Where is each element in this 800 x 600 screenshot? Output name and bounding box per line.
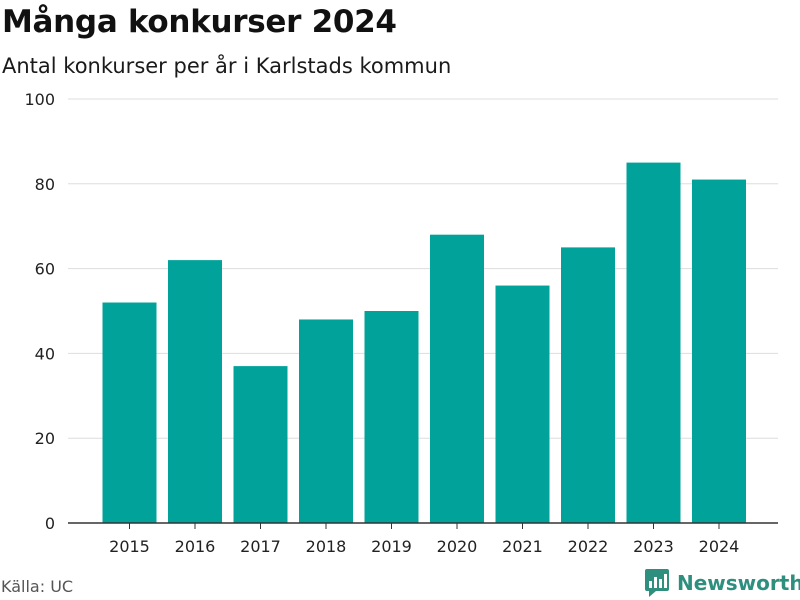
newsworthy-logo-icon bbox=[645, 569, 669, 597]
chart-subtitle: Antal konkurser per år i Karlstads kommu… bbox=[2, 54, 452, 78]
bar-2023 bbox=[626, 162, 681, 523]
bar-2018 bbox=[299, 319, 353, 523]
x-tick-label: 2021 bbox=[502, 537, 543, 556]
source-note: Källa: UC bbox=[1, 577, 74, 596]
bar-2024 bbox=[692, 179, 746, 523]
bar-2019 bbox=[364, 311, 419, 523]
x-tick-label: 2016 bbox=[175, 537, 216, 556]
x-tick-label: 2019 bbox=[371, 537, 412, 556]
x-tick-label: 2023 bbox=[633, 537, 674, 556]
y-tick-label: 0 bbox=[45, 514, 55, 533]
x-tick-label: 2015 bbox=[109, 537, 150, 556]
y-tick-label: 20 bbox=[35, 429, 55, 448]
x-tick-label: 2017 bbox=[240, 537, 281, 556]
y-tick-label: 100 bbox=[24, 90, 55, 109]
bar-2015 bbox=[102, 302, 157, 523]
x-tick-label: 2020 bbox=[437, 537, 478, 556]
bar-2021 bbox=[495, 285, 550, 523]
x-tick-label: 2018 bbox=[306, 537, 347, 556]
y-tick-label: 60 bbox=[35, 260, 55, 279]
x-tick-label: 2022 bbox=[568, 537, 609, 556]
y-tick-label: 80 bbox=[35, 175, 55, 194]
brand-name: Newsworthy bbox=[677, 571, 800, 595]
y-tick-label: 40 bbox=[35, 344, 55, 363]
bar-2017 bbox=[233, 366, 288, 523]
bar-2016 bbox=[168, 260, 222, 523]
x-tick-label: 2024 bbox=[699, 537, 740, 556]
chart-title: Många konkurser 2024 bbox=[2, 4, 397, 40]
bar-2020 bbox=[430, 234, 484, 523]
bar-2022 bbox=[561, 247, 615, 523]
brand-logo[interactable]: Newsworthy bbox=[644, 568, 800, 598]
